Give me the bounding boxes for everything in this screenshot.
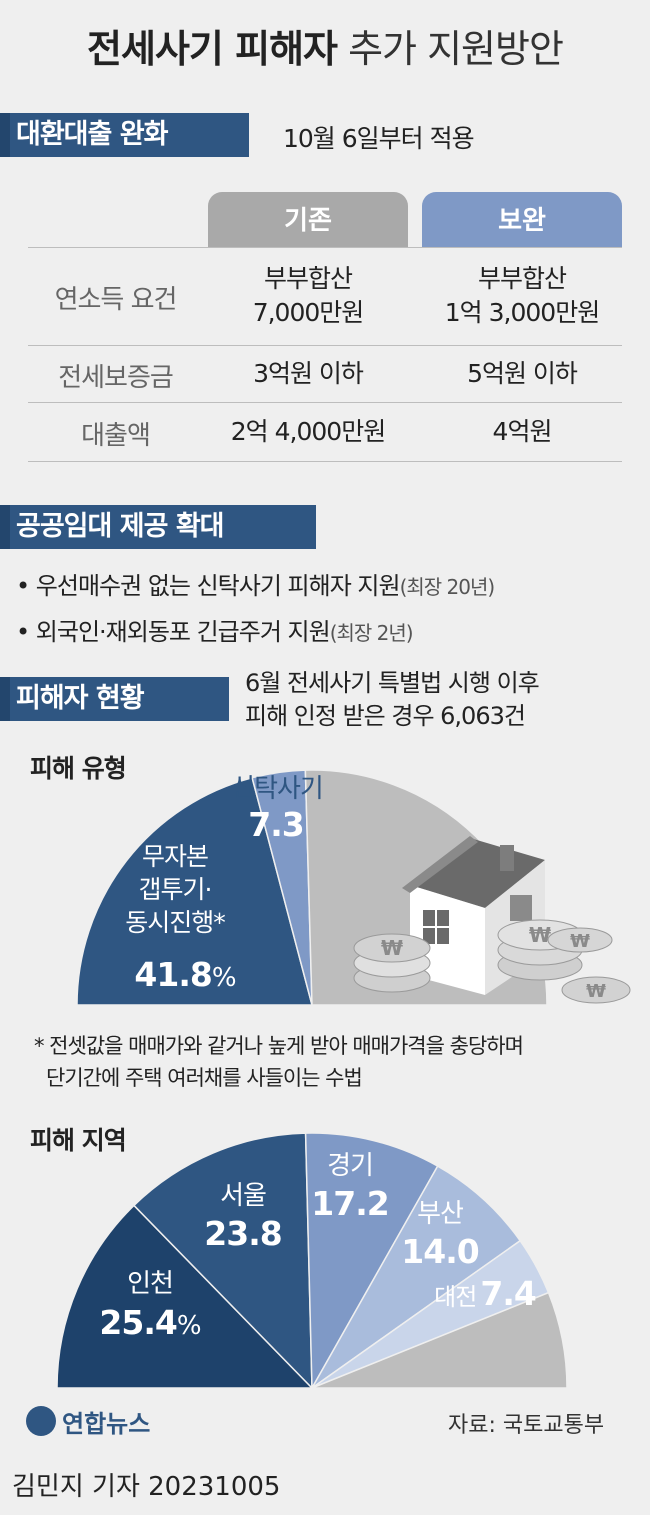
region-label-busan: 부산 xyxy=(417,1199,464,1229)
type-label-gap-l2: 갭투기· xyxy=(138,875,213,904)
cell-income-before-l2: 7,000만원 xyxy=(252,298,365,327)
table-row-line xyxy=(28,402,622,403)
status-section-header: 피해자 현황 xyxy=(0,677,229,721)
region-slice-seoul xyxy=(132,1132,313,1390)
cell-income-after-l1: 부부합산 xyxy=(477,264,567,293)
status-note: 6월 전세사기 특별법 시행 이후 피해 인정 받은 경우 6,063건 xyxy=(245,667,540,733)
rental-item-text: • 우선매수권 없는 신탁사기 피해자 지원 xyxy=(16,572,401,600)
region-chart-title: 피해 지역 xyxy=(30,1126,127,1155)
region-value-incheon-num: 25.4 xyxy=(99,1303,177,1342)
reporter-credit: 김민지 기자 20231005 xyxy=(12,1472,281,1502)
row-label-amount: 대출액 xyxy=(81,421,151,451)
status-note-l1: 6월 전세사기 특별법 시행 이후 xyxy=(245,669,540,697)
col-before-header: 기존 xyxy=(208,192,408,248)
yonhap-logo-icon xyxy=(26,1406,56,1436)
cell-deposit-before: 3억원 이하 xyxy=(253,359,364,388)
cell-deposit-after: 5억원 이하 xyxy=(467,359,578,388)
row-label-income: 연소득 요건 xyxy=(54,285,178,315)
region-value-gyeonggi: 17.2 xyxy=(311,1184,389,1223)
type-slice-gap xyxy=(76,776,313,1006)
type-value-gap-pct: % xyxy=(211,963,237,993)
yonhap-logo-text: 연합뉴스 xyxy=(62,1410,151,1438)
svg-text:₩: ₩ xyxy=(570,931,590,952)
region-label-gyeonggi: 경기 xyxy=(327,1151,374,1181)
type-label-gap-l3: 동시진행* xyxy=(125,908,226,937)
region-label-daejeon-text: 대전 xyxy=(434,1283,477,1311)
table-row-line xyxy=(28,345,622,346)
rental-item: • 우선매수권 없는 신탁사기 피해자 지원(최장 20년) xyxy=(16,566,496,601)
svg-text:₩: ₩ xyxy=(381,936,403,960)
footnote: * 전셋값을 매매가와 같거나 높게 받아 매매가격을 충당하며 단기간에 주택… xyxy=(34,1030,524,1094)
cell-amount-after: 4억원 xyxy=(492,417,553,446)
cell-income-before: 부부합산 7,000만원 xyxy=(208,262,408,330)
svg-text:₩: ₩ xyxy=(529,923,551,947)
region-label-daejeon: 대전 7.4 xyxy=(420,1277,550,1316)
cell-income-after: 부부합산 1억 3,000만원 xyxy=(422,262,622,330)
page-title: 전세사기 피해자 추가 지원방안 xyxy=(0,18,650,73)
region-slice-gyeonggi xyxy=(304,1132,439,1391)
type-value-gap-num: 41.8 xyxy=(134,955,212,994)
region-value-busan: 14.0 xyxy=(401,1232,479,1271)
region-value-incheon-pct: % xyxy=(176,1311,202,1341)
footnote-l2: 단기간에 주택 여러채를 사들이는 수법 xyxy=(46,1066,363,1090)
table-top-line xyxy=(28,247,622,248)
source-text: 자료: 국토교통부 xyxy=(448,1413,605,1438)
loan-section-header: 대환대출 완화 xyxy=(0,113,249,157)
cell-income-after-l2: 1억 3,000만원 xyxy=(444,298,600,327)
rental-item: • 외국인·재외동포 긴급주거 지원(최장 2년) xyxy=(16,612,414,647)
status-note-l2: 피해 인정 받은 경우 6,063건 xyxy=(245,702,526,730)
type-chart-title: 피해 유형 xyxy=(30,754,127,783)
region-value-seoul: 23.8 xyxy=(204,1214,282,1253)
region-value-daejeon: 7.4 xyxy=(480,1274,536,1313)
rental-item-note: (최장 20년) xyxy=(399,575,496,599)
title-bold: 전세사기 피해자 xyxy=(87,27,338,71)
footnote-l1: * 전셋값을 매매가와 같거나 높게 받아 매매가격을 충당하며 xyxy=(34,1034,524,1058)
title-normal: 추가 지원방안 xyxy=(348,27,564,71)
region-slice-other xyxy=(311,1291,568,1389)
type-label-gap-l1: 무자본 xyxy=(141,842,209,871)
cell-income-before-l1: 부부합산 xyxy=(263,264,353,293)
col-after-header: 보완 xyxy=(422,192,622,248)
type-value-gap: 41.8% xyxy=(110,958,260,997)
region-pie-slices xyxy=(56,1132,568,1391)
region-label-incheon: 인천 xyxy=(127,1269,174,1299)
region-slice-busan xyxy=(311,1165,522,1389)
loan-note: 10월 6일부터 적용 xyxy=(283,124,475,153)
cell-amount-before: 2억 4,000만원 xyxy=(230,417,386,446)
region-value-incheon: 25.4% xyxy=(75,1306,225,1345)
table-bottom-line xyxy=(28,461,622,462)
svg-text:₩: ₩ xyxy=(586,981,606,1002)
type-label-gap: 무자본 갭투기· 동시진행* xyxy=(95,840,255,939)
type-value-trust: 7.3 xyxy=(248,805,304,844)
type-label-trust: 신탁사기 xyxy=(231,774,324,804)
region-label-seoul: 서울 xyxy=(220,1181,267,1211)
region-slice-incheon xyxy=(56,1204,314,1389)
rental-item-note: (최장 2년) xyxy=(329,621,414,645)
rental-item-text: • 외국인·재외동포 긴급주거 지원 xyxy=(16,618,331,646)
rental-section-header: 공공임대 제공 확대 xyxy=(0,505,316,549)
coin-stack-illustration: ₩ ₩ ₩ ₩ xyxy=(353,919,631,1004)
row-label-deposit: 전세보증금 xyxy=(58,363,174,393)
